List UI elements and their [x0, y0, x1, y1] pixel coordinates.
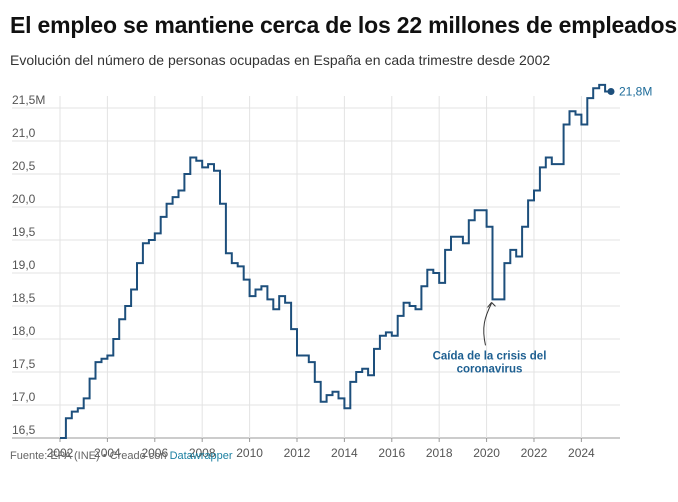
footer: Fuente: EPA (INE) • Creado con Datawrapp…: [10, 450, 233, 462]
annotation-text: Caída de la crisis del: [433, 350, 547, 362]
x-tick-label: 2008: [189, 446, 216, 460]
chart-subtitle: Evolución del número de personas ocupada…: [10, 52, 551, 68]
x-tick-label: 2012: [284, 446, 311, 460]
end-value-label: 21,8M: [619, 85, 652, 99]
y-tick-label: 18,0: [12, 324, 36, 338]
annotation-text: coronavirus: [457, 363, 523, 375]
y-tick-label: 19,0: [12, 258, 36, 272]
y-tick-label: 16,5: [12, 423, 36, 437]
x-tick-label: 2010: [236, 446, 263, 460]
x-tick-label: 2016: [378, 446, 405, 460]
x-tick-label: 2004: [94, 446, 121, 460]
x-tick-label: 2018: [426, 446, 453, 460]
y-tick-label: 20,0: [12, 192, 36, 206]
grid-layer: [12, 96, 620, 439]
series-layer: 21,8M: [60, 83, 652, 439]
y-tick-label: 19,5: [12, 225, 36, 239]
axis-layer: 16,5 17,0 17,5 18,0 18,5 19,0 19,5 20,0 20,5 21,0…: [12, 93, 595, 460]
x-tick-label: 2002: [47, 446, 74, 460]
y-tick-label: 18,5: [12, 291, 36, 305]
annotation-arrow: [483, 303, 492, 346]
annotation-arrowhead: [487, 302, 496, 308]
y-tick-label: 17,5: [12, 357, 36, 371]
source-note: Fuente: EPA (INE) • Creado con: [10, 450, 167, 462]
end-point-marker: [607, 88, 615, 95]
x-tick-label: 2024: [568, 446, 595, 460]
employment-series-line: [60, 83, 611, 439]
x-tick-label: 2006: [141, 446, 168, 460]
chart-title: El empleo se mantiene cerca de los 22 mi…: [10, 12, 677, 38]
y-tick-label: 21,5M: [12, 93, 45, 107]
datawrapper-link[interactable]: Datawrapper: [169, 450, 233, 462]
y-tick-label: 21,0: [12, 126, 36, 140]
y-tick-label: 17,0: [12, 390, 36, 404]
x-tick-label: 2014: [331, 446, 358, 460]
y-tick-label: 20,5: [12, 159, 36, 173]
x-tick-label: 2022: [521, 446, 548, 460]
x-tick-label: 2020: [473, 446, 500, 460]
